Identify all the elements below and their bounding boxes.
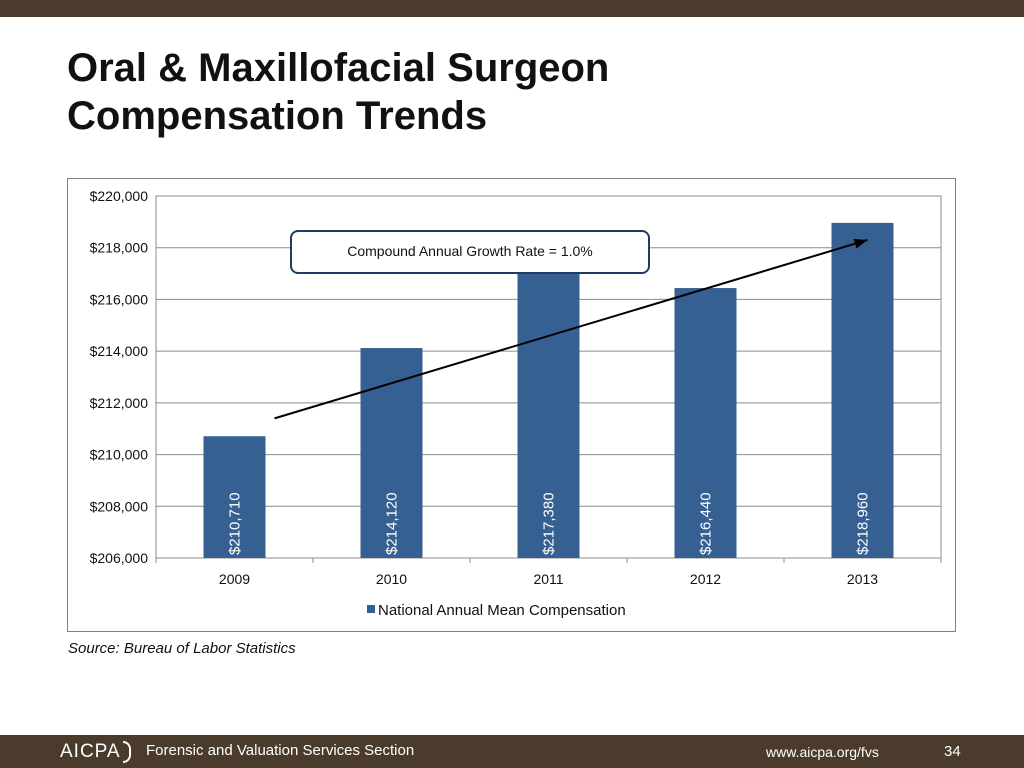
page-number: 34 [944, 743, 961, 760]
data-label: $218,960 [855, 492, 872, 555]
bar [831, 222, 894, 559]
data-label: $216,440 [698, 492, 715, 555]
trend-arrow-head [853, 238, 868, 249]
data-label: $210,710 [227, 492, 244, 555]
footer-url: www.aicpa.org/fvs [766, 744, 879, 760]
y-tick-label: $208,000 [90, 498, 149, 514]
cagr-callout-box [290, 230, 650, 274]
y-tick-label: $214,000 [90, 343, 149, 359]
cagr-annotation: Compound Annual Growth Rate = 1.0% [347, 243, 593, 259]
chart-container: $206,000 $208,000 $210,000 $212,000 $214,000… [67, 178, 956, 632]
y-tick-label: $206,000 [90, 550, 149, 566]
footer-bar: AICPA Forensic and Valuation Services Se… [0, 735, 1024, 768]
top-band [0, 0, 1024, 17]
x-tick-label: 2010 [376, 571, 407, 587]
bar-chart: $206,000 $208,000 $210,000 $212,000 $214,000… [90, 188, 942, 619]
slide-title: Oral & Maxillofacial Surgeon Compensatio… [67, 44, 967, 140]
y-tick-label: $220,000 [90, 188, 149, 204]
y-tick-label: $212,000 [90, 395, 149, 411]
y-tick-label: $216,000 [90, 291, 149, 307]
bar [203, 436, 266, 558]
x-tick-label: 2012 [690, 571, 721, 587]
footer-section-name: Forensic and Valuation Services Section [146, 742, 415, 759]
y-tick-label: $210,000 [90, 447, 149, 463]
x-tick-label: 2013 [847, 571, 878, 587]
x-tick-label: 2011 [533, 571, 563, 587]
data-label: $217,380 [541, 492, 558, 555]
x-tick-label: 2009 [219, 571, 250, 587]
title-line-1: Oral & Maxillofacial Surgeon [67, 46, 610, 90]
trend-arrow-line [274, 238, 868, 420]
logo-text: AICPA [60, 740, 121, 762]
title-line-2: Compensation Trends [67, 94, 488, 138]
aicpa-logo: AICPA [60, 738, 131, 765]
data-label: $214,120 [384, 492, 401, 555]
legend-swatch [367, 605, 375, 613]
bar [674, 288, 737, 558]
source-note: Source: Bureau of Labor Statistics [68, 640, 296, 657]
legend-label: National Annual Mean Compensation [378, 602, 626, 619]
y-tick-label: $218,000 [90, 240, 149, 256]
bar [517, 263, 580, 558]
logo-bracket-icon [122, 740, 131, 763]
